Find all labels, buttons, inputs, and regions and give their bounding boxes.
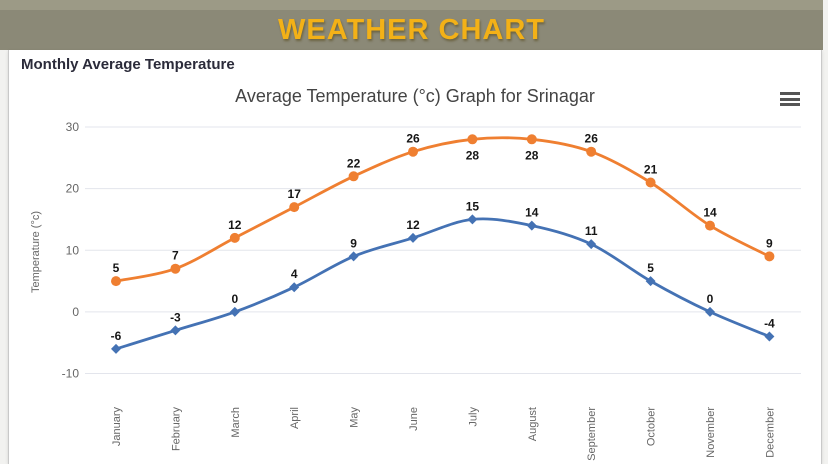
data-point-label: -4: [764, 317, 775, 331]
data-point-label: 9: [766, 236, 773, 250]
hamburger-menu-icon[interactable]: [779, 91, 801, 107]
hamburger-bar: [780, 103, 800, 106]
page-header: WEATHER CHART: [0, 10, 823, 50]
x-tick-label: May: [349, 407, 361, 428]
data-point-marker[interactable]: [170, 263, 181, 274]
data-point-label: -3: [170, 310, 181, 324]
x-tick-label: November: [705, 407, 717, 458]
data-point-label: 12: [406, 218, 420, 232]
data-point-label: 26: [585, 132, 599, 146]
y-tick-label: 0: [72, 305, 79, 319]
x-tick-label: September: [586, 407, 598, 461]
x-tick-label: August: [527, 407, 539, 441]
data-point-label: 14: [703, 206, 717, 220]
data-point-label: 11: [585, 224, 598, 238]
data-point-label: 22: [347, 156, 361, 170]
data-point-label: 28: [466, 148, 480, 162]
data-point-label: 26: [406, 132, 420, 146]
data-point-marker[interactable]: [289, 282, 300, 293]
data-point-marker[interactable]: [348, 251, 359, 262]
data-point-label: 28: [525, 148, 539, 162]
x-tick-label: February: [170, 407, 182, 452]
data-point-label: 14: [525, 206, 539, 220]
data-point-marker[interactable]: [467, 214, 478, 225]
chart-title: Average Temperature (°c) Graph for Srina…: [235, 86, 595, 106]
x-tick-label: December: [764, 407, 776, 458]
data-point-marker[interactable]: [229, 306, 240, 317]
x-tick-label: October: [646, 407, 658, 446]
data-point-marker[interactable]: [645, 276, 656, 287]
data-point-marker[interactable]: [408, 146, 418, 157]
x-tick-label: March: [230, 407, 242, 438]
data-point-marker[interactable]: [229, 232, 240, 243]
y-tick-label: -10: [62, 367, 80, 381]
data-point-marker[interactable]: [705, 220, 715, 231]
data-point-label: 12: [228, 218, 242, 232]
x-tick-label: June: [408, 407, 420, 431]
data-point-marker[interactable]: [111, 276, 121, 287]
data-point-label: -6: [111, 329, 122, 343]
data-point-label: 17: [288, 187, 302, 201]
data-point-label: 5: [113, 261, 120, 275]
data-point-marker[interactable]: [586, 239, 597, 250]
data-point-label: 15: [466, 199, 480, 213]
data-point-marker[interactable]: [348, 171, 359, 182]
x-tick-label: July: [467, 407, 479, 427]
data-point-label: 5: [647, 261, 654, 275]
data-point-marker[interactable]: [289, 202, 300, 213]
chart-card: Monthly Average Temperature Average Temp…: [8, 50, 822, 464]
data-point-marker[interactable]: [526, 220, 537, 231]
data-point-marker[interactable]: [111, 343, 121, 354]
hamburger-bar: [780, 97, 800, 101]
y-tick-label: 10: [66, 243, 80, 257]
data-point-label: 0: [707, 292, 714, 306]
y-axis-title: Temperature (°c): [30, 211, 42, 293]
data-point-marker[interactable]: [408, 232, 418, 243]
page-title: WEATHER CHART: [278, 13, 545, 46]
data-point-marker[interactable]: [645, 177, 656, 188]
data-point-label: 0: [231, 292, 238, 306]
x-tick-label: April: [289, 407, 301, 429]
y-tick-label: 30: [66, 120, 80, 134]
series-1-line: [114, 136, 771, 283]
data-point-marker[interactable]: [467, 134, 478, 145]
temperature-line-chart: 30 20 10 0 -10 Temperature (°c) January Februar…: [30, 120, 801, 461]
data-point-marker[interactable]: [764, 331, 775, 342]
hamburger-bar: [780, 92, 800, 95]
data-point-label: 7: [172, 249, 179, 263]
x-tick-label: January: [111, 407, 123, 447]
series-2-line: [114, 217, 771, 351]
section-heading: Monthly Average Temperature: [21, 56, 235, 73]
data-point-label: 9: [350, 236, 357, 250]
data-point-marker[interactable]: [526, 134, 537, 145]
top-strip: [0, 0, 823, 10]
data-point-marker[interactable]: [170, 325, 181, 336]
data-point-marker[interactable]: [764, 251, 775, 262]
y-tick-label: 20: [66, 182, 80, 196]
data-point-label: 21: [644, 163, 658, 177]
data-point-marker[interactable]: [705, 306, 715, 317]
data-point-marker[interactable]: [586, 146, 597, 157]
data-point-label: 4: [291, 267, 298, 281]
